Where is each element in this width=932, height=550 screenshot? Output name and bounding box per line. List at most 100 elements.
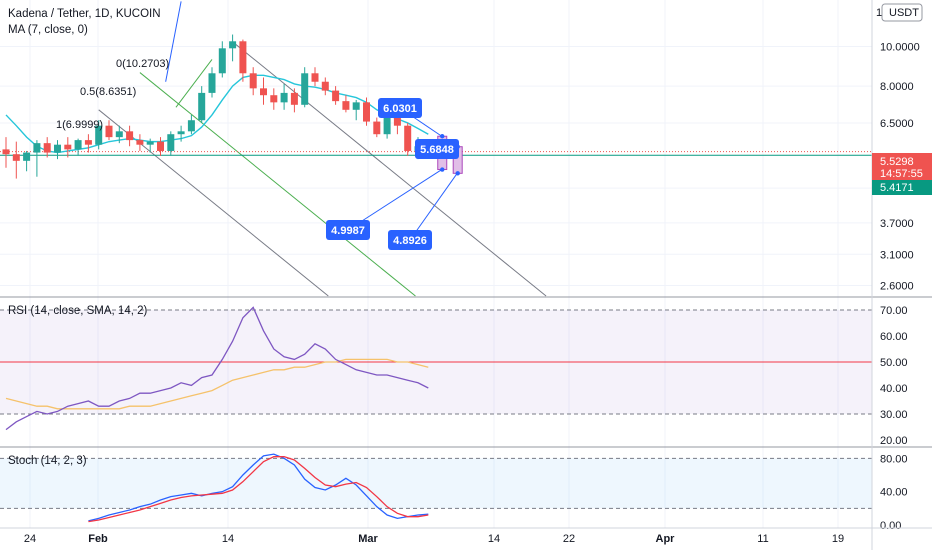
candle-body [84, 140, 92, 145]
candle-body [187, 120, 195, 132]
last-price-value: 5.5298 [880, 156, 914, 168]
currency-button-label: USDT [889, 7, 919, 19]
horizontal-line-price-label [872, 180, 932, 195]
candle-body [167, 134, 175, 151]
horizontal-line-price-value: 5.4171 [880, 182, 914, 194]
candle-body [105, 125, 113, 138]
rsi-tick-label: 20.00 [880, 435, 908, 447]
price-scale[interactable]: 1 USDT 10.00008.00006.50004.50003.70003.… [871, 0, 932, 550]
candle-body [43, 143, 51, 153]
candle-body [54, 144, 61, 153]
fib-label-05: 0.5(8.6351) [80, 86, 136, 98]
price-tick-label: 8.0000 [880, 81, 914, 93]
candle-body [260, 88, 267, 96]
candle-body [146, 141, 154, 145]
price-tick-label: 2.6000 [880, 280, 914, 292]
callout-box[interactable] [378, 98, 422, 118]
pitchfork-handle[interactable] [175, 59, 213, 108]
drawing-anchor[interactable] [440, 167, 445, 172]
callouts[interactable]: 6.0301 5.6848 4.9987 4.8926 [326, 98, 459, 250]
candle-body [311, 73, 319, 82]
price-axis-labels: 10.00008.00006.50004.50003.70003.10002.6… [880, 42, 920, 293]
pitchfork-median[interactable] [165, 1, 182, 82]
pitchfork-line[interactable] [232, 41, 547, 297]
candle-body [115, 131, 123, 138]
countdown-value: 14:57:55 [880, 168, 923, 180]
stoch-band-background [0, 458, 872, 509]
ma-line [5, 74, 429, 154]
callout-label: 6.0301 [383, 103, 417, 115]
candle-body [301, 73, 309, 105]
time-tick-label: Mar [358, 533, 378, 545]
currency-button[interactable] [881, 3, 923, 22]
rsi-axis-labels: 70.00 60.00 50.00 40.00 30.00 20.00 [880, 305, 908, 447]
callout-label: 4.8926 [393, 235, 427, 247]
rsi-tick-label: 40.00 [880, 383, 908, 395]
stoch-d-line [88, 456, 429, 523]
candle-body [157, 141, 164, 151]
time-tick-label: 22 [563, 533, 575, 545]
time-tick-label: Apr [656, 533, 676, 545]
price-tick-label: 6.5000 [880, 118, 914, 130]
rsi-ma-line [5, 358, 429, 410]
time-axis[interactable]: 24 Feb 14 Mar 14 22 Apr 11 19 [0, 527, 932, 545]
time-tick-label: 24 [24, 533, 36, 545]
callout-leader [409, 173, 458, 241]
candle-body [280, 92, 288, 103]
candle-body [229, 41, 237, 49]
candle-body [290, 92, 298, 105]
time-tick-label: Feb [88, 533, 108, 545]
candle-body [126, 131, 134, 141]
candle-body [136, 140, 144, 145]
stoch-tick-label: 80.00 [880, 453, 908, 465]
candle-body [177, 131, 185, 135]
callout-leader [347, 169, 443, 231]
candle-body [332, 90, 340, 102]
time-tick-label: 19 [832, 533, 844, 545]
rsi-tick-label: 60.00 [880, 331, 908, 343]
fib-labels: 0(10.2703) 0.5(8.6351) 1(6.9999) [56, 58, 169, 131]
candle-body [249, 73, 257, 89]
price-pane[interactable]: 0(10.2703) 0.5(8.6351) 1(6.9999) 6.0301 5… [0, 1, 872, 297]
stoch-axis-labels: 80.00 40.00 0.00 [880, 453, 908, 532]
rsi-line [5, 306, 429, 431]
candle-body [2, 149, 10, 155]
drawing-anchor[interactable] [440, 134, 445, 139]
candle-body [363, 102, 370, 122]
time-tick-label: 14 [488, 533, 500, 545]
price-tick-label: 10.0000 [880, 42, 920, 54]
candle-body [352, 102, 360, 110]
candle-body [342, 101, 350, 110]
fib-label-0: 0(10.2703) [116, 58, 169, 70]
pitchfork-line[interactable] [139, 72, 416, 297]
candle-body [74, 140, 82, 150]
rsi-tick-label: 50.00 [880, 357, 908, 369]
candle-body [373, 121, 381, 135]
stoch-legend: Stoch (14, 2, 3) [8, 455, 87, 467]
price-horizontal-gridlines [0, 46, 872, 286]
callout-box[interactable] [388, 230, 432, 250]
stoch-tick-label: 40.00 [880, 487, 908, 499]
ma-legend: MA (7, close, 0) [8, 24, 88, 36]
stoch-tick-label: 0.00 [880, 520, 901, 532]
candle-body [383, 117, 391, 135]
rsi-pane[interactable]: RSI (14, close, SMA, 14, 2) [0, 305, 872, 431]
candle-body [12, 154, 20, 161]
last-price-label [872, 153, 932, 181]
scale-mode-label[interactable]: 1 [876, 7, 882, 19]
callout-label: 4.9987 [331, 225, 365, 237]
candle-body [321, 81, 329, 91]
callout-box[interactable] [326, 220, 370, 240]
candle-body [198, 92, 206, 121]
stoch-pane[interactable]: Stoch (14, 2, 3) [0, 453, 872, 523]
rsi-tick-label: 70.00 [880, 305, 908, 317]
candle-body [218, 48, 226, 74]
callout-box[interactable] [415, 139, 459, 159]
candle-body [23, 152, 31, 161]
stoch-k-line [88, 453, 429, 522]
fib-label-1: 1(6.9999) [56, 119, 103, 131]
candle-body [393, 117, 401, 126]
candle-body [270, 95, 278, 103]
candles [2, 34, 432, 179]
